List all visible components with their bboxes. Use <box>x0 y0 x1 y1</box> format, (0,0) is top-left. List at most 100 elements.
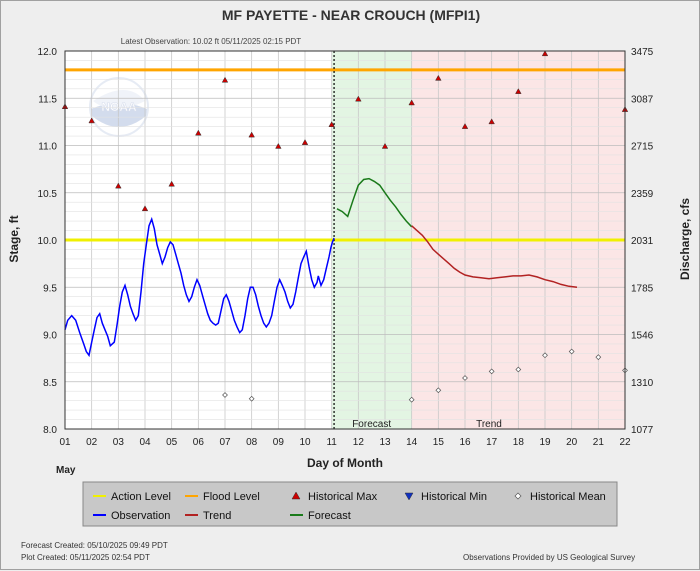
y-left-tick-label: 8.0 <box>43 425 57 436</box>
historical-mean-point <box>542 352 548 359</box>
historical-max-point <box>328 121 335 127</box>
historical-max-point <box>88 117 95 124</box>
historical-mean-point <box>515 366 522 373</box>
historical-max-point <box>488 118 495 125</box>
y-left-tick-label: 8.5 <box>43 378 57 389</box>
y-left-tick-label: 11.5 <box>38 94 57 105</box>
historical-max-point <box>115 182 122 189</box>
y-left-tick-label: 12.0 <box>38 47 58 58</box>
x-tick-label: 10 <box>299 437 311 448</box>
x-tick-label: 07 <box>219 437 231 448</box>
x-tick-label: 03 <box>113 437 125 448</box>
trend-series <box>411 225 578 289</box>
historical-mean-point <box>488 368 495 375</box>
forecast-region-label: Forecast <box>352 419 391 430</box>
historical-max-point <box>355 95 362 102</box>
legend-historical-mean-label: Historical Mean <box>530 491 606 503</box>
noaa-logo-gull <box>93 90 145 109</box>
historical-max-point <box>195 129 202 136</box>
legend-flood-level-label: Flood Level <box>203 491 260 503</box>
historical-max-point <box>541 50 549 57</box>
historical-max-point <box>248 131 255 138</box>
y-left-tick-label: 10.0 <box>38 236 58 247</box>
legend-historical-max-symbol <box>291 491 301 500</box>
noaa-logo-wave <box>91 103 147 127</box>
legend-trend-label: Trend <box>203 510 231 522</box>
y-right-tick-label: 2715 <box>631 142 654 153</box>
y-right-tick-label: 3087 <box>631 94 654 105</box>
x-tick-label: 17 <box>486 437 498 448</box>
historical-max-point <box>141 205 149 212</box>
plot-border <box>64 50 626 430</box>
historical-max-point <box>461 123 469 129</box>
historical-mean-point <box>435 387 442 394</box>
historical-mean-point <box>222 392 228 398</box>
y-left-tick-label: 9.5 <box>43 283 57 294</box>
x-tick-label: 12 <box>353 437 365 448</box>
y-right-tick-label: 2359 <box>631 189 654 200</box>
historical-max-point <box>515 88 522 94</box>
x-tick-label: 13 <box>379 437 391 448</box>
trend-region-label: Trend <box>476 419 502 430</box>
x-tick-label: 16 <box>459 437 471 448</box>
y-right-tick-label: 1077 <box>631 425 654 436</box>
plot-created-text: Plot Created: 05/11/2025 02:54 PDT <box>21 553 150 562</box>
historical-mean-point <box>595 354 602 361</box>
plot-area: NOAA 01 02 03 04 05 06 07 08 09 10 11 12 13 14 15 16 17 18… <box>38 47 654 448</box>
historical-mean-point <box>248 395 255 402</box>
y-axis-left-label: Stage, ft <box>7 215 21 262</box>
y-left-tick-label: 11.0 <box>38 142 57 153</box>
legend-historical-min-symbol <box>404 492 414 501</box>
legend-action-level-label: Action Level <box>111 491 171 503</box>
x-tick-label: 11 <box>326 437 337 448</box>
y-left-tick-label: 10.5 <box>38 189 58 200</box>
x-tick-label: 20 <box>566 437 578 448</box>
legend-box <box>82 481 618 527</box>
x-tick-label: 09 <box>273 437 285 448</box>
historical-mean-point <box>568 348 575 355</box>
historical-max-point <box>435 74 442 81</box>
x-tick-label: 04 <box>139 437 151 448</box>
x-tick-label: 08 <box>246 437 258 448</box>
x-axis-label: Day of Month <box>307 456 383 470</box>
chart-title: MF PAYETTE - NEAR CROUCH (MFPI1) <box>222 7 480 23</box>
noaa-logo: NOAA <box>89 77 149 137</box>
forecast-created-text: Forecast Created: 05/10/2025 09:49 PDT <box>21 541 168 550</box>
x-tick-label: 15 <box>433 437 445 448</box>
x-tick-label: 22 <box>619 437 631 448</box>
legend-forecast-label: Forecast <box>308 510 351 522</box>
legend-historical-max-label: Historical Max <box>308 491 378 503</box>
noaa-logo-text: NOAA <box>101 100 137 114</box>
y-right-tick-label: 1310 <box>631 378 654 389</box>
x-tick-label: 05 <box>166 437 178 448</box>
observation-series <box>64 216 335 358</box>
x-tick-label: 06 <box>193 437 205 448</box>
y-right-tick-label: 2031 <box>631 236 654 247</box>
x-tick-label: 02 <box>86 437 98 448</box>
historical-max-point <box>408 99 415 106</box>
historical-mean-point <box>408 396 415 403</box>
historical-max-point <box>381 142 389 149</box>
historical-max-point <box>221 76 229 83</box>
legend-historical-min-label: Historical Min <box>421 491 487 503</box>
x-tick-label: 14 <box>406 437 418 448</box>
x-tick-label: 19 <box>539 437 551 448</box>
month-label: May <box>56 465 76 476</box>
latest-observation-text: Latest Observation: 10.02 ft 05/11/2025 … <box>121 37 302 46</box>
y-axis-right-label: Discharge, cfs <box>678 198 692 280</box>
forecast-series <box>336 177 413 228</box>
y-left-tick-label: 9.0 <box>43 331 57 342</box>
historical-mean-point <box>462 375 468 381</box>
legend-historical-mean-symbol <box>514 492 522 500</box>
legend-observation-label: Observation <box>111 510 170 522</box>
provider-text: Observations Provided by US Geological S… <box>463 553 636 562</box>
historical-max-point <box>275 142 282 149</box>
y-right-tick-label: 3475 <box>631 47 654 58</box>
historical-max-point <box>168 180 175 187</box>
x-tick-label: 01 <box>59 437 71 448</box>
x-tick-label: 21 <box>593 437 605 448</box>
legend: Action Level Flood Level Historical Max His… <box>82 481 618 527</box>
y-right-tick-label: 1546 <box>631 331 654 342</box>
